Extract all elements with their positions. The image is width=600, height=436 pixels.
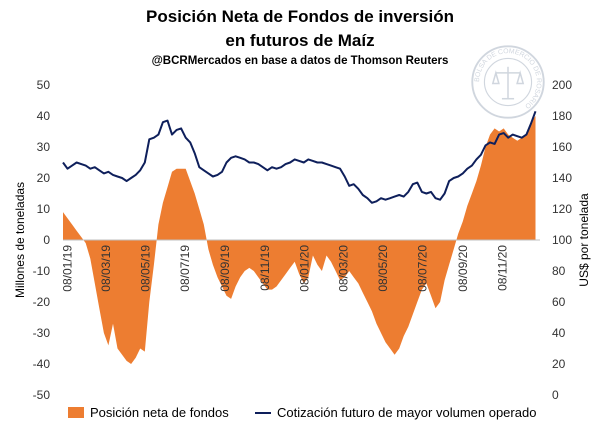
left-axis-tick-label: -20 [33,295,51,309]
left-axis-tick-label: -10 [33,264,51,278]
left-axis-tick-label: -50 [33,388,51,402]
left-axis-tick-label: 40 [37,109,51,123]
left-axis-tick-label: 20 [37,171,51,185]
x-axis-tick-label: 08/03/19 [99,245,113,292]
left-axis-tick-label: 10 [37,202,51,216]
right-axis-tick-label: 40 [552,326,566,340]
left-axis-tick-label: 0 [43,233,50,247]
right-axis-tick-label: 80 [552,264,566,278]
x-axis-tick-label: 08/11/19 [258,245,272,291]
x-axis-tick-label: 08/01/20 [297,245,311,292]
right-axis-tick-label: 100 [552,233,572,247]
x-axis-tick-label: 08/11/20 [495,245,509,291]
legend-swatch-area [68,407,84,418]
left-axis-label: Millones de toneladas [13,182,27,298]
x-axis-tick-label: 08/05/20 [376,245,390,292]
legend-swatch-line [255,411,271,414]
right-axis-label: US$ por tonelada [577,193,591,287]
left-axis-ticks: -50 -40 -30 -20 -10 0 10 20 30 40 50 [33,78,51,402]
right-axis-tick-label: 120 [552,202,572,216]
right-axis-tick-label: 180 [552,109,572,123]
x-axis-tick-label: 08/09/19 [218,245,232,292]
left-axis-tick-label: 50 [37,78,51,92]
x-axis-tick-label: 08/03/20 [336,245,350,292]
legend-label-line: Cotización futuro de mayor volumen opera… [277,405,537,420]
right-axis-tick-label: 20 [552,357,566,371]
x-axis-tick-label: 08/07/19 [178,245,192,292]
legend-label-area: Posición neta de fondos [90,405,229,420]
right-axis-tick-label: 160 [552,140,572,154]
seal-inner-ring [483,57,533,107]
seal-scales-icon [491,66,525,100]
bcr-seal-logo: BOLSA DE COMERCIO DE ROSARIO [471,45,545,119]
x-axis-tick-label: 08/07/20 [416,245,430,292]
chart-title-line-2: en futuros de Maíz [225,31,375,50]
chart-title-line-1: Posición Neta de Fondos de inversión [146,7,454,26]
x-axis-tick-label: 08/01/19 [61,245,75,292]
right-axis-ticks: 0 20 40 60 80 100 120 140 160 180 200 [552,78,572,402]
legend-item-line: Cotización futuro de mayor volumen opera… [255,405,536,420]
right-axis-tick-label: 60 [552,295,566,309]
line-series-layer [62,110,537,204]
chart-legend: Posición neta de fondos Cotización futur… [0,405,600,431]
x-axis-ticks: 08/01/19 08/03/19 08/05/19 08/07/19 08/09/19… [61,245,510,292]
x-axis-tick-label: 08/05/19 [138,245,152,292]
x-axis-tick-label: 08/09/20 [456,245,470,292]
chart-subtitle: @BCRMercados en base a datos de Thomson … [151,55,449,67]
right-axis-tick-label: 200 [552,78,572,92]
legend-item-area: Posición neta de fondos [68,405,229,420]
left-axis-tick-label: 30 [37,140,51,154]
right-axis-tick-label: 0 [552,388,559,402]
line-series-path [62,110,537,204]
left-axis-tick-label: -40 [33,357,51,371]
seal-outer-ring [471,45,545,119]
left-axis-tick-label: -30 [33,326,51,340]
right-axis-tick-label: 140 [552,171,572,185]
